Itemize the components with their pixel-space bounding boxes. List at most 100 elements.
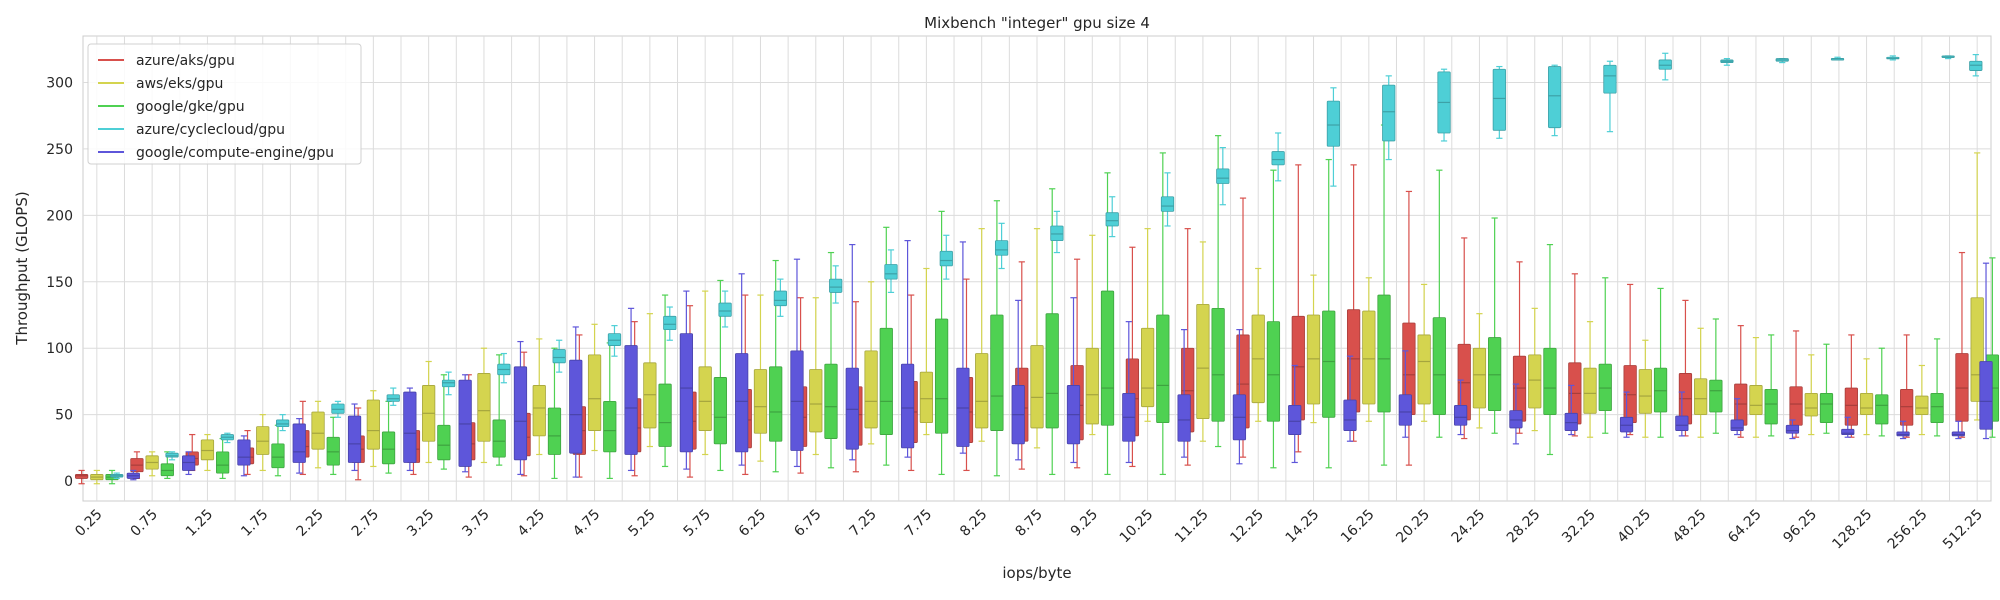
box-iqr <box>956 367 970 447</box>
box-aws-eks-gpu <box>1085 234 1099 436</box>
box-google-compute-engine-gpu <box>1785 419 1800 440</box>
box-iqr <box>663 315 677 331</box>
box-aws-eks-gpu <box>587 323 602 452</box>
box-google-compute-engine-gpu <box>624 307 638 472</box>
box-iqr <box>1266 321 1281 422</box>
box-aws-eks-gpu <box>1638 339 1652 438</box>
box-azure-cyclecloud-gpu <box>1830 56 1845 61</box>
box-google-compute-engine-gpu <box>458 374 472 473</box>
box-iqr <box>200 439 215 461</box>
x-tick-label: 32.25 <box>1559 507 1599 547</box>
x-tick-label: 14.25 <box>1283 507 1323 547</box>
box-iqr <box>1764 388 1778 425</box>
box-azure-cyclecloud-gpu <box>1969 53 1983 77</box>
box-iqr <box>1343 399 1357 431</box>
box-iqr <box>237 439 251 466</box>
box-aws-eks-gpu <box>1472 313 1487 429</box>
box-iqr <box>1844 387 1858 426</box>
box-iqr <box>331 403 345 414</box>
box-aws-eks-gpu <box>1196 241 1210 442</box>
box-iqr <box>1140 327 1155 408</box>
box-iqr <box>1177 394 1191 442</box>
legend-label: aws/eks/gpu <box>136 76 223 92</box>
box-google-compute-engine-gpu <box>1454 379 1468 436</box>
box-aws-eks-gpu <box>1140 228 1155 422</box>
box-iqr <box>1951 431 1965 437</box>
box-aws-eks-gpu <box>145 451 159 477</box>
box-iqr <box>718 302 732 317</box>
box-iqr <box>1749 385 1763 416</box>
box-iqr <box>1709 379 1723 413</box>
x-tick-label: 4.25 <box>515 507 548 540</box>
y-tick-label: 200 <box>46 208 73 224</box>
box-iqr <box>1509 410 1523 429</box>
box-iqr <box>1583 367 1597 414</box>
box-iqr <box>366 399 380 450</box>
box-aws-eks-gpu <box>1030 228 1044 449</box>
legend-label: google/compute-engine/gpu <box>136 145 334 161</box>
box-iqr <box>292 423 306 463</box>
box-iqr <box>845 367 859 450</box>
box-google-gke-gpu <box>547 347 562 480</box>
box-google-compute-engine-gpu <box>126 469 140 481</box>
box-layer <box>74 52 2000 485</box>
box-aws-eks-gpu <box>1362 277 1376 422</box>
box-iqr <box>1382 84 1396 142</box>
legend-label: azure/cyclecloud/gpu <box>136 122 285 138</box>
box-iqr <box>1326 100 1341 147</box>
box-iqr <box>326 436 340 466</box>
chart-title: Mixbench "integer" gpu size 4 <box>924 14 1150 32</box>
box-iqr <box>1528 354 1542 409</box>
box-iqr <box>884 264 898 280</box>
box-aws-eks-gpu <box>919 267 934 436</box>
box-azure-cyclecloud-gpu <box>165 451 179 461</box>
box-google-gke-gpu <box>160 451 174 480</box>
box-iqr <box>1291 315 1305 421</box>
x-tick-label: 64.25 <box>1725 507 1765 547</box>
y-tick-label: 150 <box>46 275 73 291</box>
box-google-compute-engine-gpu <box>513 340 528 476</box>
box-aws-eks-gpu <box>809 297 823 456</box>
box-azure-cyclecloud-gpu <box>1326 87 1341 187</box>
box-iqr <box>1543 347 1557 416</box>
box-iqr <box>990 314 1004 431</box>
box-iqr <box>1675 415 1689 431</box>
box-azure-cyclecloud-gpu <box>1105 196 1119 238</box>
box-google-gke-gpu <box>1819 343 1834 434</box>
box-azure-cyclecloud-gpu <box>220 432 234 444</box>
y-tick-label: 250 <box>46 142 73 158</box>
box-azure-cyclecloud-gpu <box>1720 57 1734 66</box>
box-iqr <box>1346 309 1361 413</box>
box-iqr <box>458 379 472 467</box>
y-tick-label: 100 <box>46 341 73 357</box>
box-iqr <box>1653 367 1668 413</box>
box-azure-cyclecloud-gpu <box>1271 132 1285 182</box>
box-google-compute-engine-gpu <box>1343 355 1357 442</box>
box-google-compute-engine-gpu <box>1232 329 1247 465</box>
box-iqr <box>735 353 749 453</box>
box-iqr <box>547 407 562 455</box>
x-tick-label: 5.75 <box>681 507 714 540</box>
box-google-gke-gpu <box>1100 172 1115 476</box>
box-iqr <box>1160 196 1175 212</box>
box-azure-cyclecloud-gpu <box>1941 55 1955 60</box>
box-azure-cyclecloud-gpu <box>1886 55 1900 61</box>
box-aws-eks-gpu <box>477 347 491 464</box>
x-tick-label: 16.25 <box>1338 507 1378 547</box>
box-google-gke-gpu <box>1598 277 1612 434</box>
x-tick-label: 8.25 <box>957 507 990 540</box>
box-google-gke-gpu <box>769 259 783 473</box>
box-iqr <box>1050 225 1064 242</box>
box-iqr <box>1306 314 1321 405</box>
box-google-compute-engine-gpu <box>347 403 362 472</box>
x-tick-label: 48.25 <box>1670 507 1710 547</box>
x-tick-label: 1.25 <box>183 507 216 540</box>
x-tick-label: 6.75 <box>791 507 824 540</box>
box-aws-eks-gpu <box>864 281 878 445</box>
box-azure-aks-gpu <box>1900 334 1914 438</box>
box-azure-cyclecloud-gpu <box>110 472 124 480</box>
box-iqr <box>824 363 838 439</box>
box-google-compute-engine-gpu <box>182 451 196 476</box>
box-iqr <box>864 350 878 429</box>
box-azure-cyclecloud-gpu <box>1548 64 1562 137</box>
